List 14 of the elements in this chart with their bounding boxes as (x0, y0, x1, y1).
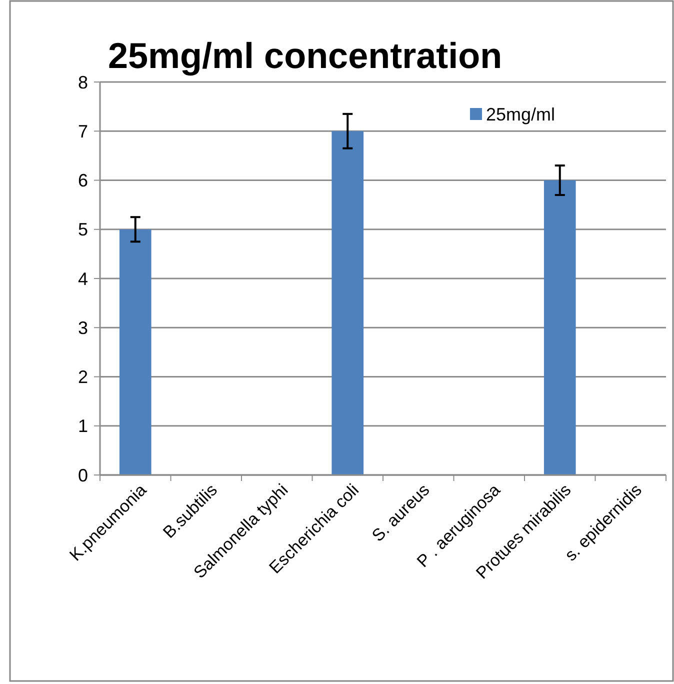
y-tick-label: 8 (78, 72, 88, 92)
y-tick-label: 6 (78, 170, 88, 191)
y-tick-label: 1 (78, 416, 88, 436)
y-tick-label: 2 (78, 367, 88, 388)
bar (544, 180, 576, 475)
y-tick-label: 7 (78, 121, 88, 142)
y-tick-label: 4 (78, 268, 88, 289)
y-tick-label: 3 (78, 318, 88, 338)
bar (332, 131, 364, 475)
y-tick-label: 5 (78, 220, 88, 240)
y-tick-label: 0 (78, 465, 88, 486)
chart-title: 25mg/ml concentration (108, 35, 502, 76)
legend-label: 25mg/ml (486, 104, 556, 124)
bar (119, 229, 152, 475)
